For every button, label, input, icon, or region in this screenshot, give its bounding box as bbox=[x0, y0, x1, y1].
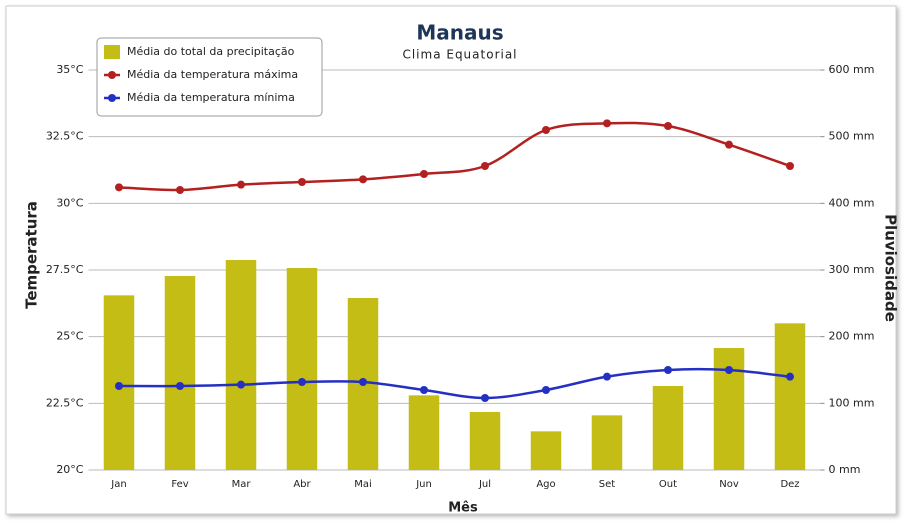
legend-swatch bbox=[104, 45, 120, 59]
chart-subtitle: Clima Equatorial bbox=[402, 48, 517, 62]
line-point bbox=[359, 378, 367, 386]
legend-label: Média da temperatura máxima bbox=[127, 68, 298, 81]
line-point bbox=[298, 378, 306, 386]
line-point bbox=[664, 122, 672, 130]
y2-axis-label: Pluviosidade bbox=[882, 214, 900, 322]
chart-title: Manaus bbox=[416, 21, 503, 45]
x-tick-label: Fev bbox=[171, 479, 188, 490]
x-tick-label: Mar bbox=[232, 479, 252, 490]
legend-label: Média do total da precipitação bbox=[127, 45, 295, 58]
line-point bbox=[664, 366, 672, 374]
line-point bbox=[725, 366, 733, 374]
bar bbox=[591, 415, 623, 470]
y2-tick-label: 300 mm bbox=[829, 263, 875, 276]
y-tick-label: 32.5°C bbox=[46, 130, 84, 143]
line-point bbox=[298, 178, 306, 186]
bar bbox=[469, 412, 501, 470]
x-tick-label: Jan bbox=[110, 479, 126, 490]
legend-label: Média da temperatura mínima bbox=[127, 91, 295, 104]
grid: 20°C 22.5°C 25°C 27.5°C 30°C 32.5°C 35°C 0 mm 10… bbox=[46, 63, 875, 490]
line-point bbox=[115, 183, 123, 192]
legend-swatch bbox=[108, 94, 116, 102]
x-tick-label: Jul bbox=[478, 479, 491, 490]
line-point bbox=[420, 170, 428, 178]
line-point bbox=[481, 162, 489, 170]
y2-tick-label: 500 mm bbox=[829, 130, 875, 143]
line-point bbox=[603, 372, 611, 381]
y2-tick-label: 600 mm bbox=[829, 63, 875, 76]
y2-tick-label: 0 mm bbox=[829, 463, 861, 476]
y2-tick-label: 400 mm bbox=[829, 196, 875, 209]
line-point bbox=[359, 175, 367, 184]
bar bbox=[652, 386, 684, 470]
line-point bbox=[420, 386, 428, 394]
x-tick-label: Ago bbox=[536, 479, 555, 490]
line-point bbox=[237, 180, 245, 189]
y-tick-label: 30°C bbox=[56, 196, 83, 209]
line-point bbox=[725, 140, 733, 149]
legend-box bbox=[96, 37, 323, 117]
y2-tick-label: 200 mm bbox=[829, 330, 875, 343]
line-point bbox=[542, 126, 550, 134]
line bbox=[118, 367, 791, 400]
y2-tick-label: 100 mm bbox=[829, 396, 875, 409]
line-point bbox=[542, 386, 550, 394]
bar bbox=[408, 395, 440, 470]
y-tick-label: 22.5°C bbox=[46, 396, 84, 409]
line-point bbox=[237, 380, 245, 389]
x-tick-label: Mai bbox=[354, 479, 372, 490]
legend: Média do total da precipitação Média da t… bbox=[96, 37, 323, 117]
lines bbox=[115, 119, 794, 402]
y-tick-label: 27.5°C bbox=[46, 263, 84, 276]
line-point bbox=[481, 394, 489, 402]
x-tick-label: Jun bbox=[415, 479, 432, 490]
line-point bbox=[115, 382, 123, 390]
x-tick-label: Dez bbox=[780, 479, 799, 490]
bar bbox=[164, 276, 196, 470]
y-tick-label: 35°C bbox=[56, 63, 83, 76]
bar bbox=[225, 260, 257, 470]
x-tick-label: Nov bbox=[719, 479, 739, 490]
line-point bbox=[786, 372, 794, 381]
line-point bbox=[176, 382, 184, 390]
y-tick-label: 20°C bbox=[56, 463, 83, 476]
legend-swatch bbox=[108, 71, 116, 79]
line-point bbox=[603, 119, 611, 128]
bar bbox=[530, 431, 562, 470]
bar bbox=[286, 268, 318, 470]
bar bbox=[774, 323, 806, 470]
x-tick-label: Set bbox=[599, 479, 616, 490]
line-point bbox=[786, 162, 794, 170]
line-point bbox=[176, 186, 184, 194]
x-axis-label: Mês bbox=[448, 501, 478, 516]
x-tick-label: Abr bbox=[293, 479, 311, 490]
x-tick-label: Out bbox=[659, 479, 677, 490]
y-axis-label: Temperatura bbox=[23, 201, 41, 309]
y-tick-label: 25°C bbox=[56, 330, 83, 343]
